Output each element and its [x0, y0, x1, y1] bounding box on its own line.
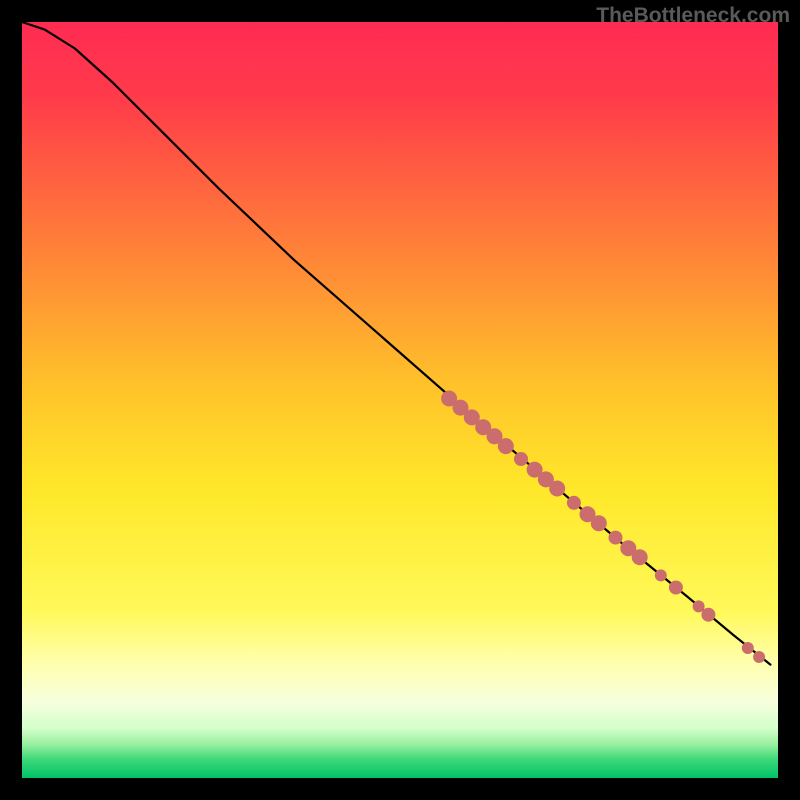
data-point — [753, 651, 765, 663]
data-point — [632, 549, 648, 565]
data-point — [742, 642, 754, 654]
data-point — [701, 608, 715, 622]
watermark-text: TheBottleneck.com — [596, 4, 790, 28]
chart-stage: TheBottleneck.com — [0, 0, 800, 800]
gradient-background — [22, 22, 778, 778]
data-point — [669, 581, 683, 595]
data-point — [609, 531, 623, 545]
data-point — [549, 481, 565, 497]
bottleneck-chart — [0, 0, 800, 800]
data-point — [591, 515, 607, 531]
data-point — [655, 569, 667, 581]
data-point — [498, 438, 514, 454]
data-point — [514, 452, 528, 466]
data-point — [567, 496, 581, 510]
